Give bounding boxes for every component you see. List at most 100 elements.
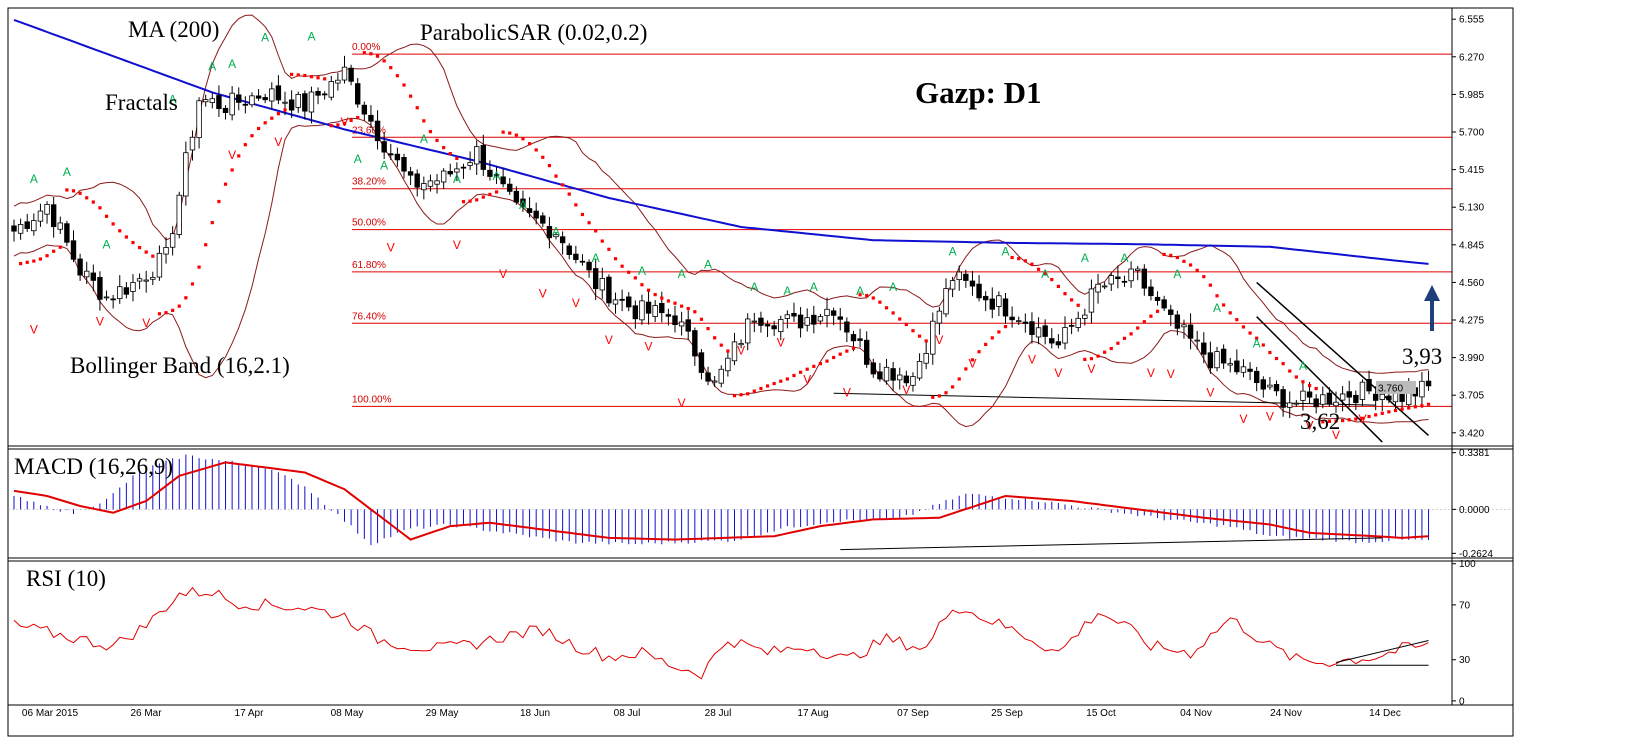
- sar-dot: [382, 59, 386, 63]
- candle-body: [659, 302, 665, 314]
- last-price-label: 3.760: [1378, 383, 1403, 394]
- candle-body: [586, 261, 592, 271]
- candle-body: [57, 222, 63, 230]
- sar-dot: [521, 137, 525, 141]
- sar-dot: [594, 229, 598, 233]
- candle-body: [771, 325, 777, 330]
- fractal-down-marker: V: [935, 333, 943, 347]
- fractal-down-marker: V: [1147, 366, 1155, 380]
- fractal-down-marker: V: [387, 241, 395, 255]
- sar-dot: [223, 182, 228, 186]
- candle-body: [579, 260, 586, 263]
- sar-dot: [1188, 263, 1193, 267]
- fractal-down-marker: V: [803, 372, 811, 386]
- candle-body: [1214, 351, 1220, 369]
- sar-dot: [798, 370, 803, 374]
- candle-body: [665, 314, 672, 317]
- x-tick-label: 24 Nov: [1270, 708, 1302, 719]
- sar-dot: [475, 198, 479, 202]
- candle-body: [229, 92, 235, 116]
- sar-dot: [871, 296, 875, 300]
- sar-dot: [415, 106, 419, 110]
- sar-dot: [640, 283, 644, 287]
- candle-body: [1379, 393, 1385, 400]
- candle-body: [70, 240, 77, 260]
- sar-dot: [1420, 404, 1424, 408]
- sar-dot: [1076, 303, 1080, 307]
- candle-body: [1273, 384, 1280, 392]
- candle-body: [17, 223, 24, 234]
- candle-body: [242, 103, 249, 106]
- sar-dot: [1288, 369, 1292, 373]
- fractal-up-marker: A: [453, 172, 461, 186]
- sar-dot: [554, 174, 558, 178]
- fractal-down-marker: V: [1028, 353, 1036, 367]
- fractal-up-marker: A: [103, 238, 111, 252]
- fractal-up-marker: A: [1041, 267, 1049, 281]
- candle-body: [282, 101, 288, 104]
- sar-dot: [620, 264, 624, 268]
- sar-dot: [435, 138, 439, 143]
- candle-body: [507, 183, 513, 192]
- fractal-down-marker: V: [341, 115, 349, 129]
- fractal-up-marker: A: [63, 165, 71, 179]
- sar-dot: [851, 346, 856, 350]
- sar-dot: [204, 243, 208, 247]
- bollinger-lower: [13, 117, 1429, 428]
- candle-body: [77, 258, 83, 276]
- candle-body: [1419, 380, 1425, 398]
- sar-dot: [752, 389, 756, 393]
- candle-body: [738, 343, 744, 346]
- candle-body: [1141, 268, 1148, 289]
- fractal-down-marker: V: [1358, 412, 1366, 426]
- sar-dot: [1155, 309, 1160, 313]
- sar-dot: [323, 77, 327, 81]
- candle-body: [1333, 401, 1339, 407]
- sar-dot: [356, 116, 360, 120]
- candle-body: [513, 190, 520, 203]
- candle-body: [1161, 299, 1167, 309]
- sar-dot: [1268, 350, 1272, 355]
- fractal-down-marker: V: [539, 287, 547, 301]
- fractal-up-marker: A: [783, 284, 791, 298]
- price-tick-label: 4.845: [1459, 240, 1484, 251]
- candle-body: [460, 166, 467, 169]
- candle-body: [685, 319, 691, 332]
- fractal-down-marker: V: [737, 343, 745, 357]
- candle-body: [830, 310, 837, 316]
- sar-dot: [1202, 275, 1206, 279]
- sar-dot: [613, 257, 618, 261]
- sar-dot: [197, 265, 201, 269]
- sar-dot: [1010, 255, 1014, 260]
- candle-body: [1372, 393, 1379, 401]
- sar-dot: [1387, 410, 1391, 414]
- sar-dot: [1314, 386, 1318, 391]
- sar-dot: [488, 192, 492, 197]
- sar-dot: [177, 304, 181, 308]
- fractal-down-marker: V: [30, 322, 38, 336]
- sar-dot: [316, 76, 320, 80]
- candle-body: [117, 286, 123, 300]
- sar-dot: [1017, 257, 1021, 261]
- candle-body: [652, 305, 658, 317]
- candle-body: [11, 225, 17, 232]
- candle-body: [923, 353, 929, 364]
- sar-dot: [1195, 268, 1199, 272]
- macd-tick-label: 0.0000: [1459, 505, 1490, 516]
- candle-body: [275, 85, 282, 101]
- candle-body: [1068, 324, 1075, 327]
- candle-body: [897, 374, 903, 381]
- sar-dot: [98, 206, 102, 210]
- candle-body: [559, 236, 566, 244]
- sar-dot: [210, 220, 214, 225]
- sar-dot: [911, 329, 915, 333]
- sar-dot: [104, 214, 109, 218]
- candle-body: [341, 66, 348, 81]
- fractal-down-marker: V: [499, 267, 507, 281]
- candle-body: [863, 339, 870, 365]
- candle-body: [1247, 368, 1253, 372]
- candle-body: [573, 253, 579, 260]
- sar-dot: [19, 262, 23, 266]
- x-tick-label: 18 Jun: [520, 708, 550, 719]
